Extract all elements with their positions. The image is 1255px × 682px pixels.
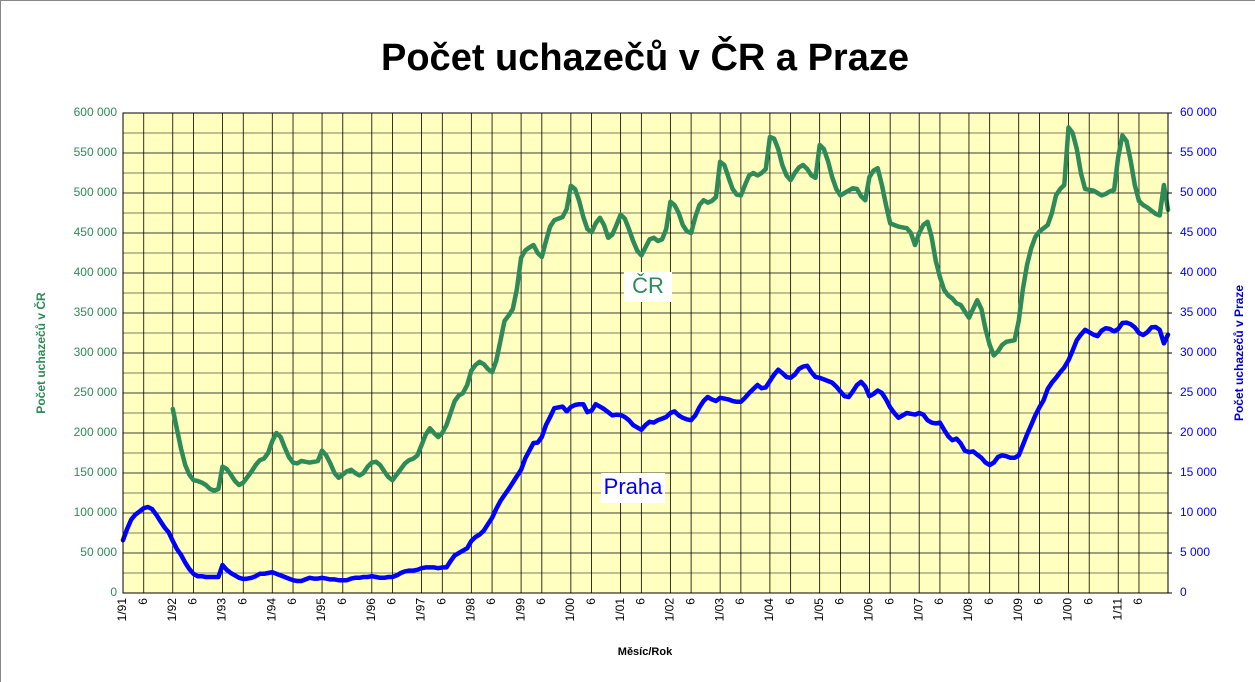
x-tick-label: 6 <box>882 598 896 605</box>
x-tick-label: 1/98 <box>464 598 478 622</box>
x-tick-label: 1/92 <box>165 598 179 622</box>
x-tick-label: 6 <box>733 598 747 605</box>
x-tick-label: 1/05 <box>812 598 826 622</box>
x-axis-title: Měsíc/Rok <box>618 646 673 658</box>
y-tick-label: 450 000 <box>74 225 118 239</box>
x-tick-label: 1/02 <box>663 598 677 622</box>
chart-title: Počet uchazečů v ČR a Praze <box>381 34 909 79</box>
x-tick-label: 6 <box>683 598 697 605</box>
y2-tick-label: 0 <box>1180 585 1187 599</box>
y-tick-label: 550 000 <box>74 145 118 159</box>
y-tick-label: 300 000 <box>74 345 118 359</box>
y-tick-label: 350 000 <box>74 305 118 319</box>
y-tick-label: 250 000 <box>74 385 118 399</box>
y-tick-label: 150 000 <box>74 465 118 479</box>
x-tick-label: 6 <box>385 598 399 605</box>
x-tick-label: 6 <box>186 598 200 605</box>
x-tick-label: 6 <box>235 598 249 605</box>
series-label: Praha <box>604 474 663 499</box>
series-line <box>120 320 1171 584</box>
y2-tick-label: 50 000 <box>1180 185 1217 199</box>
y2-axis-title: Počet uchazečů v Praze <box>1232 285 1246 421</box>
x-tick-label: 1/06 <box>862 598 876 622</box>
x-tick-label: 6 <box>285 598 299 605</box>
y2-tick-label: 25 000 <box>1180 385 1217 399</box>
x-tick-label: 1/09 <box>1011 598 1025 622</box>
y-tick-label: 200 000 <box>74 425 118 439</box>
x-tick-label: 6 <box>634 598 648 605</box>
y2-tick-label: 30 000 <box>1180 345 1217 359</box>
x-tick-label: 6 <box>783 598 797 605</box>
x-tick-label: 6 <box>1131 598 1145 605</box>
y2-tick-label: 40 000 <box>1180 265 1217 279</box>
y-tick-label: 0 <box>110 585 117 599</box>
x-tick-label: 1/91 <box>115 598 129 622</box>
y-tick-label: 600 000 <box>74 105 118 119</box>
x-tick-label: 1/01 <box>613 598 627 622</box>
x-tick-label: 6 <box>484 598 498 605</box>
y2-tick-label: 20 000 <box>1180 425 1217 439</box>
x-tick-label: 1/00 <box>563 598 577 622</box>
x-tick-label: 1/07 <box>911 598 925 622</box>
y2-tick-label: 15 000 <box>1180 465 1217 479</box>
y2-tick-label: 35 000 <box>1180 305 1217 319</box>
x-tick-label: 1/95 <box>314 598 328 622</box>
y-tick-label: 100 000 <box>74 505 118 519</box>
x-tick-label: 6 <box>932 598 946 605</box>
x-tick-label: 1/00 <box>1061 598 1075 622</box>
x-tick-label: 6 <box>434 598 448 605</box>
y-tick-label: 50 000 <box>80 545 117 559</box>
series-label-bg <box>624 272 672 302</box>
x-tick-label: 6 <box>136 598 150 605</box>
x-tick-label: 6 <box>584 598 598 605</box>
x-tick-label: 1/96 <box>364 598 378 622</box>
x-tick-label: 6 <box>982 598 996 605</box>
y2-tick-label: 5 000 <box>1180 545 1210 559</box>
y2-tick-label: 10 000 <box>1180 505 1217 519</box>
series-line <box>170 125 1171 493</box>
y-axis-title: Počet uchazečů v ČR <box>33 292 48 414</box>
x-tick-label: 1/11 <box>1110 598 1124 621</box>
x-tick-label: 6 <box>534 598 548 605</box>
y2-tick-label: 60 000 <box>1180 105 1217 119</box>
x-tick-label: 6 <box>833 598 847 605</box>
y-tick-label: 400 000 <box>74 265 118 279</box>
x-tick-label: 1/97 <box>414 598 428 622</box>
x-tick-label: 6 <box>335 598 349 605</box>
series-label: ČR <box>632 273 664 298</box>
x-tick-label: 6 <box>1032 598 1046 605</box>
x-tick-label: 1/93 <box>215 598 229 622</box>
series-label-bg <box>601 473 665 503</box>
x-tick-label: 1/08 <box>961 598 975 622</box>
x-tick-label: 6 <box>1081 598 1095 605</box>
y2-tick-label: 55 000 <box>1180 145 1217 159</box>
y2-tick-label: 45 000 <box>1180 225 1217 239</box>
x-tick-label: 1/03 <box>712 598 726 622</box>
x-tick-label: 1/04 <box>762 598 776 622</box>
x-tick-label: 1/94 <box>264 598 278 622</box>
x-tick-label: 1/99 <box>513 598 527 622</box>
y-tick-label: 500 000 <box>74 185 118 199</box>
